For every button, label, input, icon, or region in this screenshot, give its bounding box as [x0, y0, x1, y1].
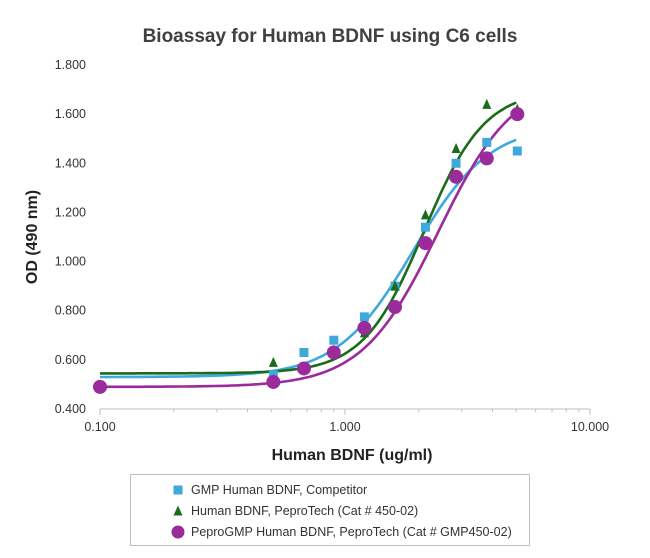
- fit-curve-1: [100, 138, 517, 379]
- legend-marker: [173, 485, 183, 494]
- y-tick-label: 1.000: [55, 255, 86, 269]
- y-tick-label: 0.400: [55, 402, 86, 416]
- data-point-series-3: [418, 236, 433, 251]
- y-tick-label: 1.200: [55, 205, 86, 219]
- data-point-series-2: [451, 143, 461, 154]
- fit-curve-3: [100, 111, 518, 389]
- fit-curve-2: [100, 101, 517, 375]
- data-point-series-1: [451, 158, 461, 168]
- data-point-series-2: [268, 356, 278, 367]
- data-point-series-1: [359, 312, 369, 322]
- legend-label: GMP Human BDNF, Competitor: [191, 482, 368, 497]
- legend-item: PeproGMP Human BDNF, PeproTech (Cat # GM…: [171, 521, 529, 542]
- data-point-series-2: [390, 280, 400, 291]
- legend-marker: [173, 505, 183, 515]
- x-tick-label: 0.100: [84, 420, 115, 434]
- legend-label: Human BDNF, PeproTech (Cat # 450-02): [191, 503, 419, 518]
- legend-marker-icon: [173, 505, 183, 515]
- legend-label: PeproGMP Human BDNF, PeproTech (Cat # GM…: [191, 524, 512, 539]
- y-axis-label: OD (490 nm): [24, 190, 41, 284]
- data-point-series-1: [299, 347, 309, 357]
- y-tick-label: 0.600: [55, 353, 86, 367]
- chart-plot: Bioassay for Human BDNF using C6 cells H…: [24, 26, 609, 464]
- data-point-series-2: [420, 209, 430, 220]
- x-axis-label: Human BDNF (ug/ml): [272, 447, 433, 464]
- data-point-series-3: [326, 345, 341, 360]
- data-point-series-3: [296, 361, 311, 376]
- data-point-series-3: [510, 107, 525, 122]
- data-point-series-1: [420, 222, 430, 232]
- data-point-series-1: [268, 370, 278, 380]
- x-tick-label: 1.000: [329, 420, 360, 434]
- legend-item: Human BDNF, PeproTech (Cat # 450-02): [171, 500, 529, 521]
- x-tick-label: 10.000: [571, 420, 609, 434]
- y-tick-label: 1.800: [55, 58, 86, 72]
- data-point-series-3: [266, 374, 281, 389]
- data-point-series-3: [93, 379, 107, 394]
- data-point-series-3: [479, 151, 494, 166]
- legend-marker-icon: [173, 485, 183, 494]
- y-tick-label: 1.400: [55, 156, 86, 170]
- data-point-series-3: [357, 320, 372, 335]
- data-point-series-3: [449, 169, 464, 184]
- y-tick-label: 1.600: [55, 107, 86, 121]
- chart-title: Bioassay for Human BDNF using C6 cells: [143, 26, 518, 47]
- data-point-series-1: [482, 137, 492, 147]
- data-point-series-1: [512, 146, 522, 156]
- y-tick-label: 0.800: [55, 304, 86, 318]
- legend-marker-icon: [171, 525, 185, 538]
- legend-marker: [171, 525, 185, 538]
- legend: GMP Human BDNF, Competitor Human BDNF, Pe…: [130, 474, 530, 546]
- data-point-series-3: [388, 300, 403, 315]
- data-point-series-1: [329, 335, 339, 345]
- data-point-series-2: [482, 98, 492, 109]
- legend-item: GMP Human BDNF, Competitor: [171, 479, 529, 500]
